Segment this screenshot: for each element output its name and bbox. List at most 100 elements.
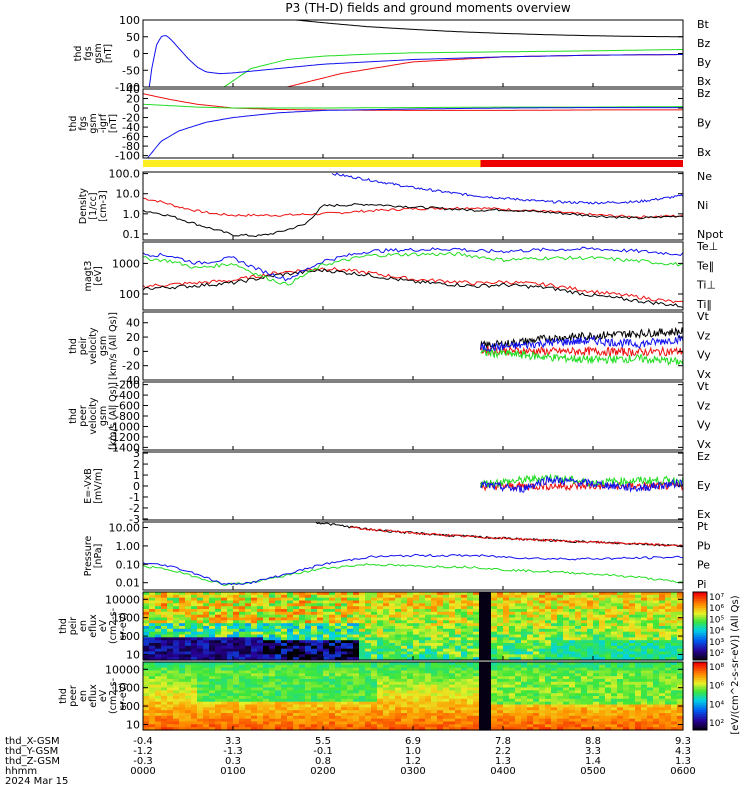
- y-tick-label: 2: [133, 458, 140, 471]
- heatmap-cell: [575, 704, 582, 708]
- heatmap-cell: [491, 597, 498, 602]
- heatmap-cell: [407, 721, 414, 725]
- heatmap-cell: [257, 684, 264, 689]
- heatmap-cell: [533, 684, 540, 689]
- heatmap-cell: [257, 603, 264, 607]
- y-tick-label: -20: [122, 112, 140, 125]
- heatmap-cell: [509, 679, 516, 683]
- heatmap-cell: [473, 648, 480, 653]
- heatmap-cell: [293, 654, 300, 658]
- heatmap-cell: [575, 676, 582, 680]
- ephemeris-value: 0200: [310, 766, 335, 777]
- heatmap-cell: [641, 645, 648, 650]
- legend-entry: Vt: [697, 380, 710, 393]
- heatmap-cell: [659, 667, 666, 672]
- heatmap-cell: [317, 657, 324, 661]
- heatmap-cell: [557, 631, 564, 636]
- heatmap-cell: [497, 594, 504, 599]
- heatmap-cell: [605, 648, 612, 653]
- heatmap-cell: [173, 623, 180, 627]
- heatmap-cell: [635, 727, 642, 731]
- heatmap-cell: [461, 713, 468, 717]
- heatmap-cell: [287, 713, 294, 717]
- y-tick-label: 10000: [105, 663, 140, 676]
- heatmap-cell: [353, 611, 360, 616]
- heatmap-cell: [197, 651, 204, 655]
- heatmap-cell: [371, 617, 378, 621]
- heatmap-cell: [677, 609, 684, 613]
- heatmap-cell: [239, 611, 246, 616]
- heatmap-cell: [455, 609, 462, 613]
- heatmap-cell: [563, 637, 570, 641]
- colorbar-tick-label: 10²: [709, 719, 724, 729]
- heatmap-cell: [167, 727, 174, 731]
- heatmap-cell: [455, 623, 462, 627]
- heatmap-cell: [293, 693, 300, 697]
- heatmap-cell: [317, 679, 324, 683]
- heatmap-cell: [317, 643, 324, 647]
- heatmap-cell: [323, 609, 330, 613]
- heatmap-cell: [389, 631, 396, 636]
- heatmap-cell: [251, 617, 258, 621]
- heatmap-cell: [311, 679, 318, 683]
- heatmap-cell: [161, 654, 168, 658]
- heatmap-cell: [149, 657, 156, 661]
- heatmap-cell: [293, 670, 300, 674]
- heatmap-cell: [629, 645, 636, 650]
- heatmap-cell: [365, 662, 372, 666]
- heatmap-cell: [545, 600, 552, 604]
- heatmap-cell: [623, 614, 630, 619]
- heatmap-cell: [617, 667, 624, 672]
- heatmap-cell: [395, 715, 402, 720]
- heatmap-cell: [641, 617, 648, 621]
- heatmap-cell: [251, 690, 258, 694]
- heatmap-cell: [479, 664, 486, 669]
- heatmap-cell: [437, 684, 444, 689]
- heatmap-cell: [413, 643, 420, 647]
- heatmap-cell: [215, 651, 222, 655]
- heatmap-cell: [329, 721, 336, 725]
- heatmap-cell: [371, 592, 378, 596]
- heatmap-cell: [485, 679, 492, 683]
- heatmap-cell: [623, 721, 630, 725]
- heatmap-cell: [395, 662, 402, 666]
- heatmap-cell: [281, 609, 288, 613]
- heatmap-cell: [485, 592, 492, 596]
- heatmap-cell: [653, 681, 660, 686]
- heatmap-cell: [587, 701, 594, 706]
- heatmap-cell: [365, 648, 372, 653]
- heatmap-cell: [425, 673, 432, 677]
- heatmap-cell: [539, 704, 546, 708]
- heatmap-cell: [275, 676, 282, 680]
- heatmap-cell: [575, 679, 582, 683]
- heatmap-cell: [329, 724, 336, 728]
- heatmap-cell: [503, 643, 510, 647]
- heatmap-cell: [323, 696, 330, 700]
- heatmap-cell: [431, 704, 438, 708]
- heatmap-cell: [659, 645, 666, 650]
- heatmap-cell: [209, 670, 216, 674]
- y-axis-label-line: en: [78, 620, 89, 632]
- heatmap-cell: [281, 611, 288, 616]
- heatmap-cell: [191, 721, 198, 725]
- heatmap-cell: [359, 631, 366, 636]
- heatmap-cell: [593, 693, 600, 697]
- heatmap-cell: [155, 628, 162, 633]
- heatmap-cell: [395, 664, 402, 669]
- heatmap-cell: [197, 715, 204, 720]
- heatmap-cell: [575, 634, 582, 638]
- heatmap-cell: [461, 701, 468, 706]
- heatmap-cell: [167, 594, 174, 599]
- heatmap-cell: [353, 687, 360, 691]
- heatmap-cell: [653, 594, 660, 599]
- heatmap-cell: [659, 606, 666, 610]
- heatmap-cell: [509, 611, 516, 616]
- heatmap-cell: [347, 667, 354, 672]
- heatmap-cell: [185, 597, 192, 602]
- heatmap-cell: [455, 634, 462, 638]
- heatmap-cell: [533, 634, 540, 638]
- heatmap-cell: [233, 707, 240, 711]
- heatmap-cell: [449, 696, 456, 700]
- heatmap-cell: [383, 614, 390, 619]
- heatmap-cell: [359, 651, 366, 655]
